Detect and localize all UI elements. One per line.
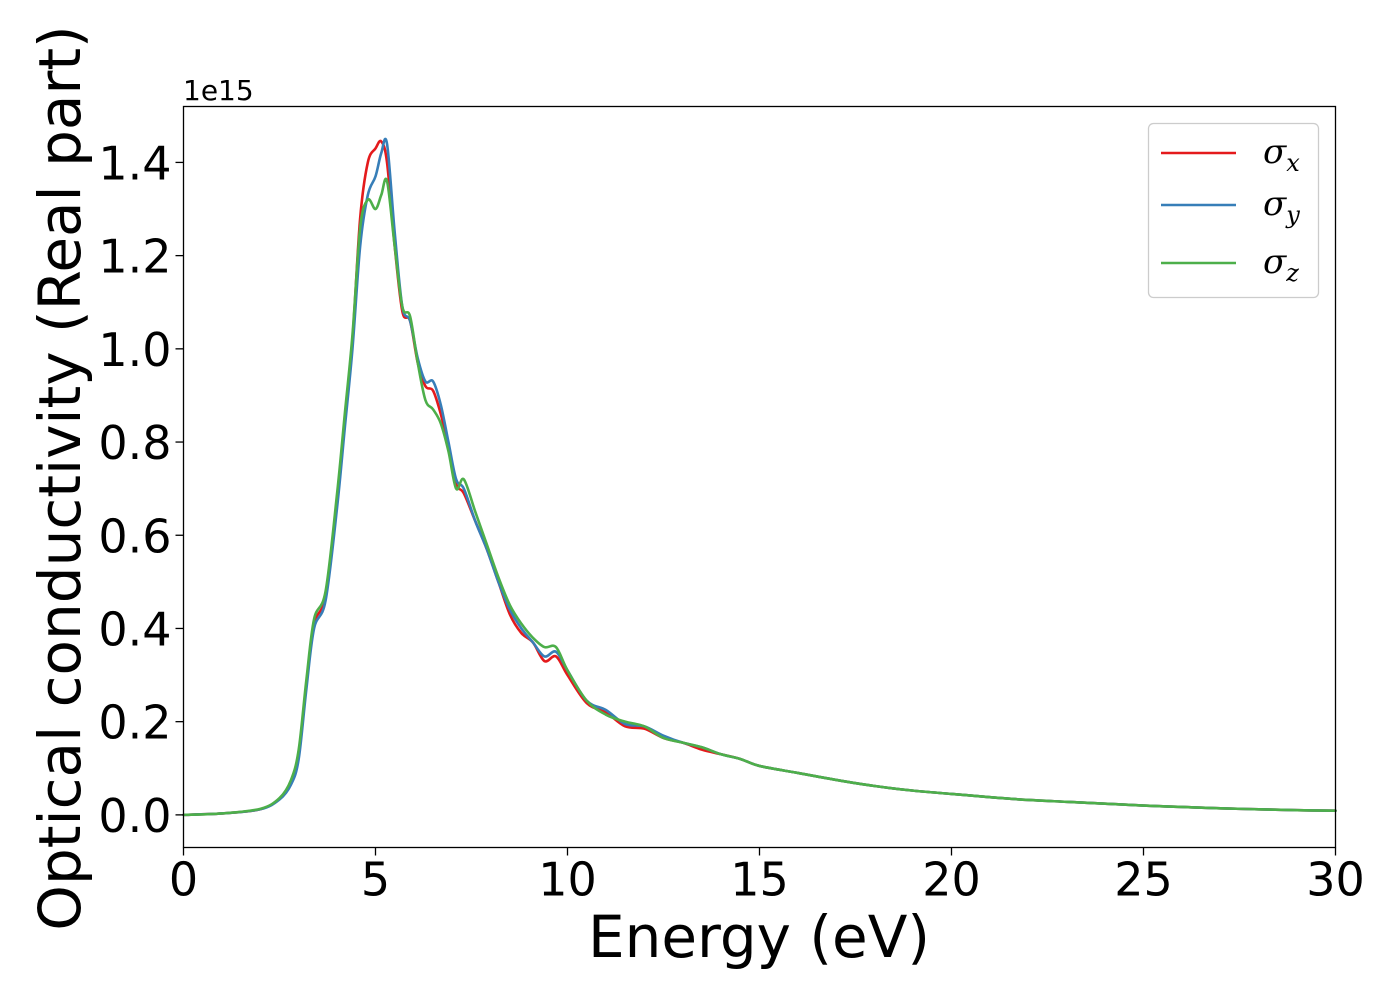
legend-label-x: σx xyxy=(1263,132,1300,177)
series-line-z xyxy=(182,177,1337,817)
y-tick-label: 0.6 xyxy=(98,509,171,563)
legend-box xyxy=(1147,122,1320,299)
x-tick-label: 5 xyxy=(361,853,390,907)
x-tick-label: 15 xyxy=(730,853,789,907)
x-tick-label: 0 xyxy=(169,853,198,907)
x-tick-label: 30 xyxy=(1306,853,1365,907)
x-tick-label: 10 xyxy=(538,853,597,907)
y-tick-label: 1.2 xyxy=(98,230,171,284)
y-tick-label: 0.0 xyxy=(98,789,171,843)
plot-lines xyxy=(182,137,1337,817)
x-tick-label: 25 xyxy=(1114,853,1173,907)
legend-label-z: σz xyxy=(1263,242,1299,287)
y-axis-multiplier: 1e15 xyxy=(183,74,254,107)
y-tick-label: 0.8 xyxy=(98,416,171,470)
x-tick-label: 20 xyxy=(922,853,981,907)
y-axis-ticks: 0.0 0.2 0.4 0.6 0.8 1.0 1.2 1.4 xyxy=(98,136,184,843)
legend-label-y: σy xyxy=(1263,184,1300,229)
y-tick-label: 0.4 xyxy=(98,602,171,656)
y-tick-label: 1.4 xyxy=(98,136,171,190)
y-tick-label: 1.0 xyxy=(98,323,171,377)
y-axis-label: Optical conductivity (Real part) xyxy=(26,25,94,930)
legend: σx σy σz xyxy=(1147,122,1320,299)
x-axis-label: Energy (eV) xyxy=(588,903,930,971)
y-tick-label: 0.2 xyxy=(98,696,171,750)
x-axis-ticks: 0 5 10 15 20 25 30 xyxy=(169,847,1365,907)
